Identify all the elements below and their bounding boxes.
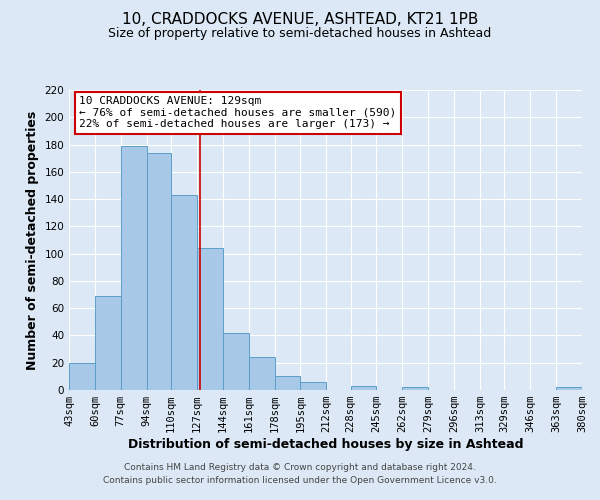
Bar — [121, 146, 146, 390]
Bar — [248, 358, 275, 390]
Text: 10 CRADDOCKS AVENUE: 129sqm
← 76% of semi-detached houses are smaller (590)
22% : 10 CRADDOCKS AVENUE: 129sqm ← 76% of sem… — [79, 96, 397, 129]
Bar — [95, 296, 121, 390]
Bar — [301, 382, 326, 390]
Bar — [171, 195, 197, 390]
Y-axis label: Number of semi-detached properties: Number of semi-detached properties — [26, 110, 39, 370]
X-axis label: Distribution of semi-detached houses by size in Ashtead: Distribution of semi-detached houses by … — [128, 438, 523, 451]
Text: Contains public sector information licensed under the Open Government Licence v3: Contains public sector information licen… — [103, 476, 497, 485]
Bar — [197, 248, 223, 390]
Bar — [556, 388, 582, 390]
Bar — [275, 376, 301, 390]
Text: Size of property relative to semi-detached houses in Ashtead: Size of property relative to semi-detach… — [109, 28, 491, 40]
Bar — [223, 332, 248, 390]
Bar — [350, 386, 376, 390]
Bar — [146, 152, 171, 390]
Bar — [403, 388, 428, 390]
Text: Contains HM Land Registry data © Crown copyright and database right 2024.: Contains HM Land Registry data © Crown c… — [124, 464, 476, 472]
Text: 10, CRADDOCKS AVENUE, ASHTEAD, KT21 1PB: 10, CRADDOCKS AVENUE, ASHTEAD, KT21 1PB — [122, 12, 478, 28]
Bar — [69, 362, 95, 390]
